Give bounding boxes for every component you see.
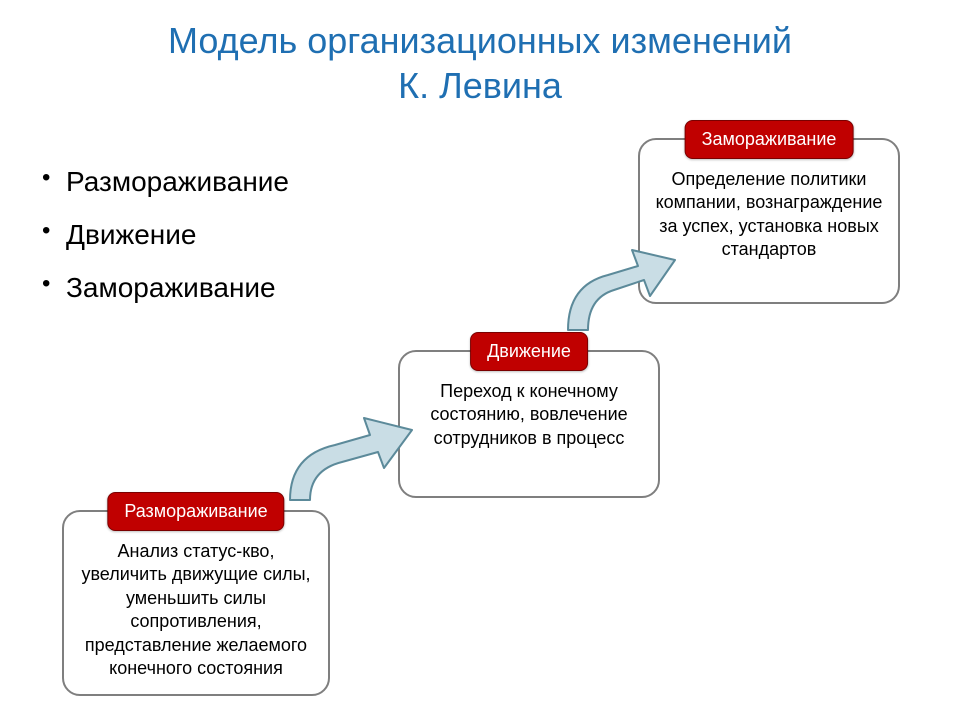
stage-text-move: Переход к конечному состоянию, вовлечени…	[414, 380, 644, 450]
bullet-list: Размораживание Движение Замораживание	[38, 155, 289, 315]
bullet-item: Замораживание	[38, 261, 289, 314]
stage-box-move: Движение Переход к конечному состоянию, …	[398, 350, 660, 498]
bullet-text: Замораживание	[66, 272, 276, 303]
stage-box-refreeze: Замораживание Определение политики компа…	[638, 138, 900, 304]
bullet-text: Размораживание	[66, 166, 289, 197]
title-line-1: Модель организационных изменений	[168, 20, 792, 61]
stage-text-refreeze: Определение политики компании, вознаграж…	[654, 168, 884, 262]
stage-box-unfreeze: Размораживание Анализ статус-кво, увелич…	[62, 510, 330, 696]
stage-label-unfreeze: Размораживание	[107, 492, 284, 531]
stage-text-unfreeze: Анализ статус-кво, увеличить движущие си…	[78, 540, 314, 680]
stage-label-refreeze: Замораживание	[685, 120, 854, 159]
page-title: Модель организационных изменений К. Леви…	[0, 0, 960, 108]
bullet-item: Движение	[38, 208, 289, 261]
title-line-2: К. Левина	[398, 65, 562, 106]
bullet-item: Размораживание	[38, 155, 289, 208]
bullet-text: Движение	[66, 219, 196, 250]
stage-label-move: Движение	[470, 332, 588, 371]
